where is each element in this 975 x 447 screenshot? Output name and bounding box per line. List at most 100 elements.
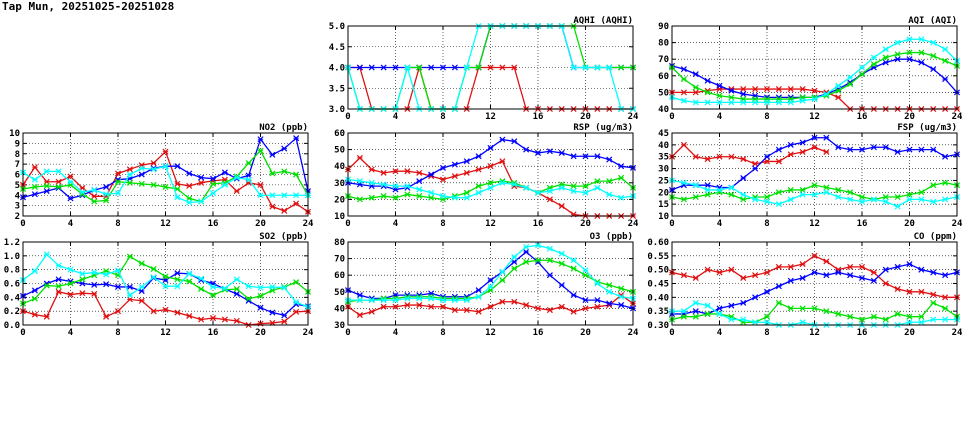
- y-tick-label: 5.0: [329, 22, 345, 32]
- data-point: [570, 188, 577, 195]
- data-point: [174, 180, 181, 187]
- data-point: [416, 302, 423, 309]
- data-point: [823, 189, 830, 196]
- data-point: [799, 97, 806, 104]
- data-point: [847, 263, 854, 270]
- data-point: [257, 147, 264, 154]
- data-point: [487, 179, 494, 186]
- data-point: [428, 171, 435, 178]
- x-tick-label: 0: [345, 112, 350, 122]
- x-tick-label: 4: [717, 219, 723, 229]
- x-tick-label: 24: [952, 112, 963, 122]
- data-point: [368, 166, 375, 173]
- page-title: Tap Mun, 20251025-20251028: [2, 0, 175, 13]
- data-point: [499, 298, 506, 305]
- data-point: [740, 274, 747, 281]
- x-tick-label: 12: [809, 219, 820, 229]
- data-point: [103, 271, 110, 278]
- data-point: [582, 64, 589, 71]
- data-point: [511, 181, 518, 188]
- data-point: [799, 148, 806, 155]
- data-point: [811, 96, 818, 103]
- y-tick-label: 45: [658, 129, 669, 139]
- data-point: [763, 198, 771, 205]
- data-point: [534, 189, 542, 196]
- data-point: [499, 158, 506, 165]
- data-point: [511, 253, 518, 260]
- data-point: [704, 302, 711, 309]
- data-point: [43, 188, 50, 195]
- data-point: [787, 99, 794, 106]
- data-point: [918, 59, 925, 66]
- data-point: [114, 267, 122, 274]
- data-point: [209, 180, 217, 187]
- data-point: [186, 182, 193, 189]
- data-point: [680, 179, 687, 186]
- x-tick-label: 0: [20, 219, 25, 229]
- data-point: [245, 176, 252, 183]
- data-point: [918, 49, 925, 56]
- data-point: [594, 153, 601, 160]
- data-point: [79, 290, 86, 297]
- data-point: [174, 309, 181, 316]
- data-point: [534, 257, 542, 264]
- data-point: [692, 182, 699, 189]
- data-point: [404, 302, 411, 309]
- data-point: [870, 144, 877, 151]
- data-point: [138, 297, 145, 304]
- data-point: [150, 166, 157, 173]
- data-point: [582, 183, 589, 190]
- data-point: [209, 175, 217, 182]
- data-point: [594, 303, 601, 310]
- data-point: [752, 86, 759, 93]
- data-point: [451, 194, 458, 201]
- data-point: [775, 86, 782, 93]
- data-point: [558, 250, 565, 257]
- data-point: [79, 189, 86, 196]
- series-line: [671, 255, 957, 298]
- data-point: [174, 163, 181, 170]
- data-point: [799, 319, 806, 326]
- y-tick-label: 4: [15, 191, 21, 201]
- x-tick-label: 16: [208, 328, 219, 338]
- data-point: [882, 59, 889, 66]
- data-point: [847, 272, 854, 279]
- data-point: [906, 319, 913, 326]
- data-point: [918, 189, 925, 196]
- data-point: [787, 277, 794, 284]
- data-point: [692, 89, 699, 96]
- data-point: [823, 258, 830, 265]
- data-point: [894, 310, 901, 317]
- data-point: [114, 178, 122, 185]
- data-point: [618, 64, 625, 71]
- data-point: [930, 198, 937, 205]
- data-point: [787, 305, 794, 312]
- data-point: [91, 269, 98, 276]
- data-point: [392, 194, 399, 201]
- data-point: [162, 163, 169, 170]
- data-point: [114, 170, 122, 177]
- data-point: [775, 146, 782, 153]
- y-tick-label: 4.5: [329, 43, 345, 53]
- y-tick-label: 10: [334, 212, 345, 222]
- data-point: [942, 316, 949, 323]
- data-point: [257, 284, 264, 291]
- data-point: [752, 165, 759, 172]
- data-point: [103, 281, 110, 288]
- data-point: [186, 270, 193, 277]
- data-point: [570, 257, 577, 264]
- data-point: [103, 183, 110, 190]
- data-point: [475, 189, 482, 196]
- x-tick-label: 0: [669, 112, 674, 122]
- data-point: [463, 194, 470, 201]
- data-point: [680, 76, 687, 83]
- data-point: [858, 71, 866, 78]
- data-point: [618, 163, 625, 170]
- data-point: [847, 196, 854, 203]
- data-point: [428, 303, 435, 310]
- y-tick-label: 1.0: [4, 252, 20, 262]
- x-tick-label: 20: [255, 219, 266, 229]
- x-tick-label: 16: [857, 112, 868, 122]
- data-point: [906, 261, 913, 268]
- data-point: [257, 304, 264, 311]
